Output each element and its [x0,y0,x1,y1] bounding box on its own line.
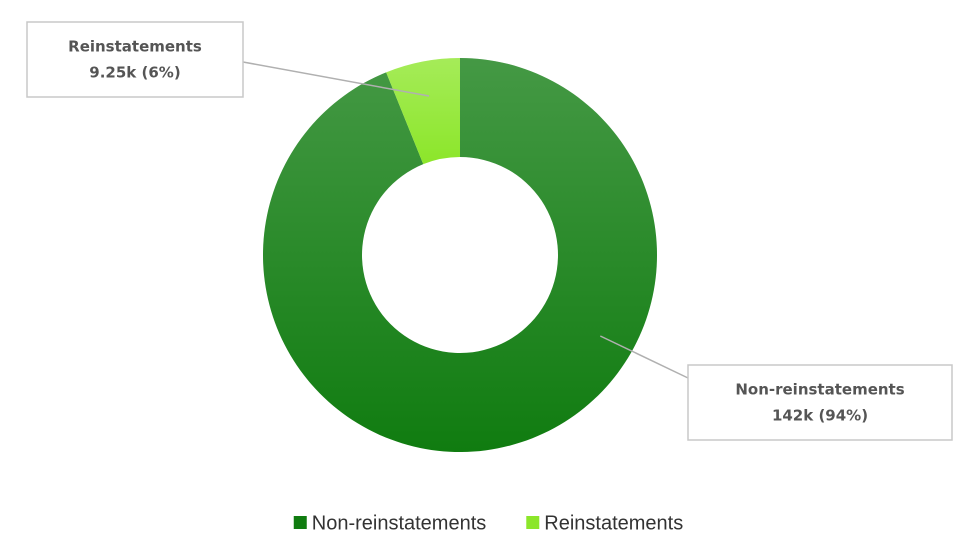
callout-value: 9.25k (6%) [89,64,180,82]
callout-value: 142k (94%) [772,407,868,425]
callout-box [26,21,244,98]
legend-label: Non-reinstatements [312,512,487,534]
leader-line [242,61,430,97]
legend-label: Reinstatements [544,512,683,534]
callout-box [687,364,953,441]
callout-name: Non-reinstatements [735,381,904,399]
slice-shade [263,58,657,453]
callout-name: Reinstatements [68,38,202,56]
legend: Non-reinstatements Reinstatements [293,512,683,534]
slice-shade [386,58,460,165]
leader-line [599,335,689,379]
legend-swatch [293,516,307,529]
legend-swatch [526,516,540,529]
